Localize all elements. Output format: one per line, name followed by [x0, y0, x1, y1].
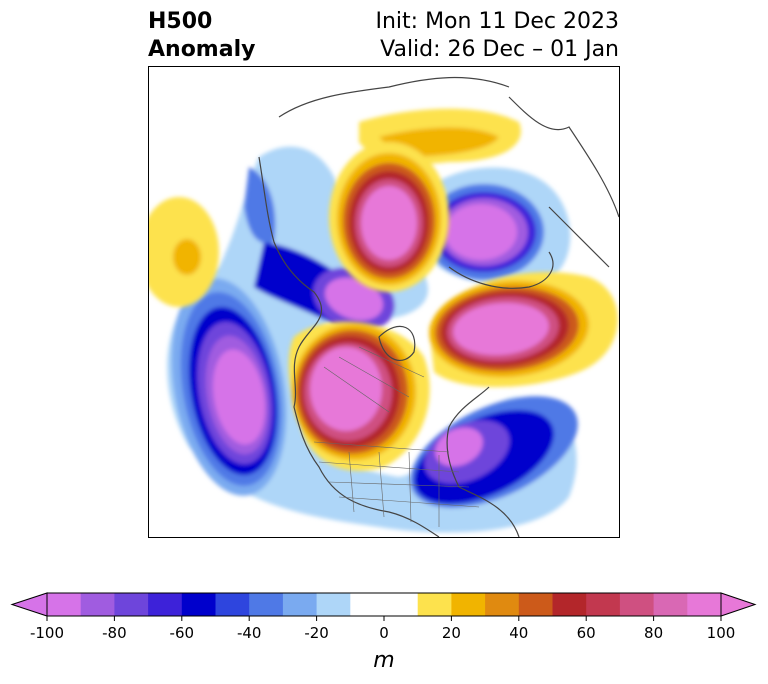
colorbar-tick-label-0: -100: [30, 624, 64, 642]
colorbar-bin-9: [350, 593, 419, 616]
colorbar-bin-14: [552, 593, 587, 616]
title-variable: H500: [148, 9, 213, 34]
colorbar-tick-label-2: -60: [170, 624, 195, 642]
colorbar-bin-2: [114, 593, 149, 616]
positive-anomaly-field: [149, 108, 618, 471]
pacific-ridge-core: [173, 239, 201, 275]
europe-coast-2: [548, 206, 610, 268]
north-america-coast: [258, 156, 440, 537]
colorbar-bin-4: [181, 593, 216, 616]
title-right: Init: Mon 11 Dec 2023 Valid: 26 Dec – 01…: [376, 8, 620, 64]
us-east-coast: [446, 386, 520, 537]
hudson-low-core: [324, 277, 384, 321]
atlantic-ridge-core: [453, 302, 549, 356]
siberia-coast: [278, 76, 510, 118]
colorbar-bin-18: [687, 593, 722, 616]
colorbar-tick-label-6: 20: [442, 624, 461, 642]
valid-range: Valid: 26 Dec – 01 Jan: [380, 37, 619, 62]
colorbar-tick-label-4: -20: [304, 624, 329, 642]
colorbar-tick-label-1: -80: [102, 624, 127, 642]
init-date: Init: Mon 11 Dec 2023: [375, 9, 620, 34]
colorbar-bin-10: [417, 593, 452, 616]
alaska-trough-core: [213, 349, 265, 445]
greenland-ridge-core: [361, 186, 417, 260]
colorbar-bin-7: [282, 593, 318, 616]
anomaly-map: [148, 66, 620, 538]
colorbar-bin-17: [653, 593, 688, 616]
europe-coast: [508, 96, 619, 218]
title-anomaly: Anomaly: [148, 37, 256, 62]
hudson-bay: [378, 325, 416, 361]
colorbar-tick-label-5: 0: [379, 624, 389, 642]
colorbar-bin-16: [619, 593, 655, 616]
colorbar-svg: -100 -80 -60 -40 -20 0 20 40 60 80 100 m: [10, 592, 757, 673]
colorbar-bin-8: [316, 593, 351, 616]
colorbar-bin-6: [249, 593, 284, 616]
colorbar-tick-label-8: 60: [577, 624, 596, 642]
colorbar-under-arrow: [10, 592, 48, 617]
map-svg: [149, 76, 619, 537]
greenland-coast: [448, 251, 554, 289]
colorbar-over-arrow: [720, 592, 757, 617]
colorbar-tick-label-10: 100: [707, 624, 736, 642]
colorbar-bin-12: [485, 593, 520, 616]
colorbar-bin-0: [47, 593, 82, 616]
title-left: H500 Anomaly: [148, 8, 255, 64]
colorbar: -100 -80 -60 -40 -20 0 20 40 60 80 100 m: [0, 585, 768, 684]
coastlines: [258, 76, 619, 537]
us-states-grid: [313, 441, 480, 527]
colorbar-bin-1: [80, 593, 115, 616]
colorbar-bin-13: [518, 593, 553, 616]
colorbar-bin-3: [148, 593, 183, 616]
canada-provinces: [323, 346, 425, 413]
colorbar-tick-label-7: 40: [509, 624, 528, 642]
colorbar-bin-5: [215, 593, 250, 616]
arctic-low-core: [445, 204, 517, 260]
colorbar-bin-15: [586, 593, 621, 616]
colorbar-tick-label-9: 80: [644, 624, 663, 642]
colorbar-tick-label-3: -40: [237, 624, 262, 642]
west-ridge-core: [310, 347, 382, 431]
colorbar-bin-11: [451, 593, 486, 616]
negative-anomaly-field: [167, 146, 578, 533]
alaska-trough-band2: [244, 167, 276, 244]
colorbar-unit-label: m: [373, 648, 394, 673]
